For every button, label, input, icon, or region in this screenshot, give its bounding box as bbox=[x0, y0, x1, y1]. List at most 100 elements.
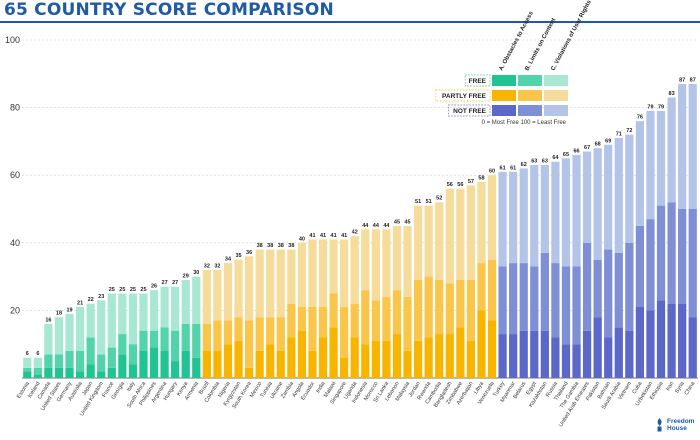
bar-segment-c bbox=[97, 300, 106, 355]
data-label: 38 bbox=[257, 243, 263, 249]
bar-segment-b bbox=[350, 303, 359, 338]
bar-segment-b bbox=[403, 296, 412, 351]
bar-segment-b bbox=[149, 330, 159, 348]
bar-segment-a bbox=[308, 350, 317, 378]
bar-segment-c bbox=[445, 188, 454, 284]
bar-segment-b bbox=[540, 252, 549, 331]
bar-segment-b bbox=[75, 350, 85, 372]
data-label: 72 bbox=[626, 128, 632, 134]
bar-segment-b bbox=[361, 290, 370, 345]
data-label: 44 bbox=[362, 223, 369, 229]
bar-segment-b bbox=[118, 334, 127, 355]
bar-segment-b bbox=[171, 330, 180, 362]
bar-segment-a bbox=[234, 340, 243, 378]
data-label: 27 bbox=[162, 280, 168, 286]
bar-segment-b bbox=[551, 263, 560, 338]
bar-segment-a bbox=[540, 330, 549, 378]
data-label: 18 bbox=[56, 311, 62, 317]
bar-segment-a bbox=[656, 300, 666, 378]
bar-segment-c bbox=[75, 307, 85, 351]
bar-segment-a bbox=[614, 327, 623, 378]
bar-segment-a bbox=[118, 354, 127, 378]
bar-segment-c bbox=[361, 229, 370, 291]
data-label: 16 bbox=[45, 317, 51, 323]
bar-segment-c bbox=[160, 286, 169, 328]
bar-segment-c bbox=[171, 286, 180, 331]
bar-segment-a bbox=[382, 340, 391, 378]
bar-segment-b bbox=[435, 279, 444, 335]
legend-status-box bbox=[435, 89, 491, 102]
bar-segment-c bbox=[604, 144, 613, 250]
bar-segment-c bbox=[223, 263, 233, 321]
bar-segment-c bbox=[572, 154, 581, 267]
bar-segment-a bbox=[107, 367, 116, 378]
data-label: 63 bbox=[542, 159, 548, 165]
bar-segment-b bbox=[340, 307, 349, 358]
data-label: 34 bbox=[225, 257, 232, 263]
bar-segment-a bbox=[276, 350, 285, 378]
bar-segment-c bbox=[276, 249, 285, 318]
bar-segment-b bbox=[371, 300, 380, 341]
bar-segment-c bbox=[181, 279, 190, 324]
country-label: China bbox=[684, 380, 697, 396]
bar-segment-c bbox=[371, 229, 380, 301]
data-label: 19 bbox=[66, 307, 72, 313]
data-label: 79 bbox=[647, 104, 653, 110]
bar-segment-a bbox=[318, 337, 328, 378]
data-label: 62 bbox=[521, 162, 527, 168]
legend-swatch bbox=[518, 105, 542, 116]
legend-swatch bbox=[492, 105, 516, 116]
bar-segment-b bbox=[392, 290, 402, 335]
bar-segment-a bbox=[255, 350, 264, 378]
bar-segment-a bbox=[678, 303, 687, 378]
bar-segment-c bbox=[213, 269, 222, 321]
legend-swatch bbox=[492, 75, 516, 86]
bar-segment-c bbox=[139, 293, 148, 331]
bar-segment-c bbox=[530, 165, 539, 267]
data-label: 6 bbox=[26, 351, 29, 357]
bar-segment-c bbox=[340, 239, 349, 308]
bar-segment-a bbox=[477, 310, 486, 378]
bar-segment-b bbox=[382, 296, 391, 341]
y-tick-label: 40 bbox=[10, 238, 20, 248]
legend-status-label: NOT FREE bbox=[453, 108, 487, 115]
bar-segment-c bbox=[646, 110, 655, 220]
data-label: 57 bbox=[468, 179, 474, 185]
data-label: 51 bbox=[426, 199, 432, 205]
bar-segment-a bbox=[445, 334, 454, 378]
y-tick-label: 20 bbox=[10, 305, 20, 315]
data-label: 71 bbox=[616, 132, 622, 138]
bar-segment-c bbox=[614, 138, 623, 253]
legend-status-box bbox=[448, 104, 491, 117]
bar-segment-a bbox=[519, 330, 528, 378]
legend-swatch bbox=[492, 90, 516, 101]
bar-segment-b bbox=[181, 323, 190, 351]
bar-segment-b bbox=[86, 337, 95, 365]
data-label: 38 bbox=[288, 243, 294, 249]
bar-segment-a bbox=[635, 307, 645, 378]
bar-segment-a bbox=[23, 371, 32, 378]
bar-segment-a bbox=[667, 303, 676, 378]
bar-segment-c bbox=[625, 134, 634, 243]
bar-segment-a bbox=[223, 344, 233, 378]
logo-line-2: House bbox=[667, 425, 687, 432]
data-label: 38 bbox=[278, 243, 284, 249]
bar-segment-a bbox=[466, 340, 476, 378]
bar-segment-b bbox=[456, 279, 465, 328]
bar-segment-c bbox=[255, 249, 264, 318]
bar-segment-c bbox=[487, 175, 497, 260]
country-label: Iran bbox=[665, 381, 675, 392]
bar-segment-c bbox=[413, 205, 423, 280]
bar-segment-b bbox=[107, 347, 116, 368]
bar-segment-b bbox=[255, 317, 264, 351]
bar-segment-b bbox=[54, 354, 64, 368]
bar-segment-c bbox=[540, 165, 549, 253]
data-label: 45 bbox=[394, 219, 400, 225]
bar-segment-c bbox=[33, 357, 42, 368]
bar-segment-c bbox=[424, 205, 433, 277]
bar-segment-b bbox=[139, 330, 148, 351]
data-label: 30 bbox=[193, 270, 199, 276]
data-label: 64 bbox=[552, 155, 559, 161]
data-label: 67 bbox=[584, 145, 590, 151]
